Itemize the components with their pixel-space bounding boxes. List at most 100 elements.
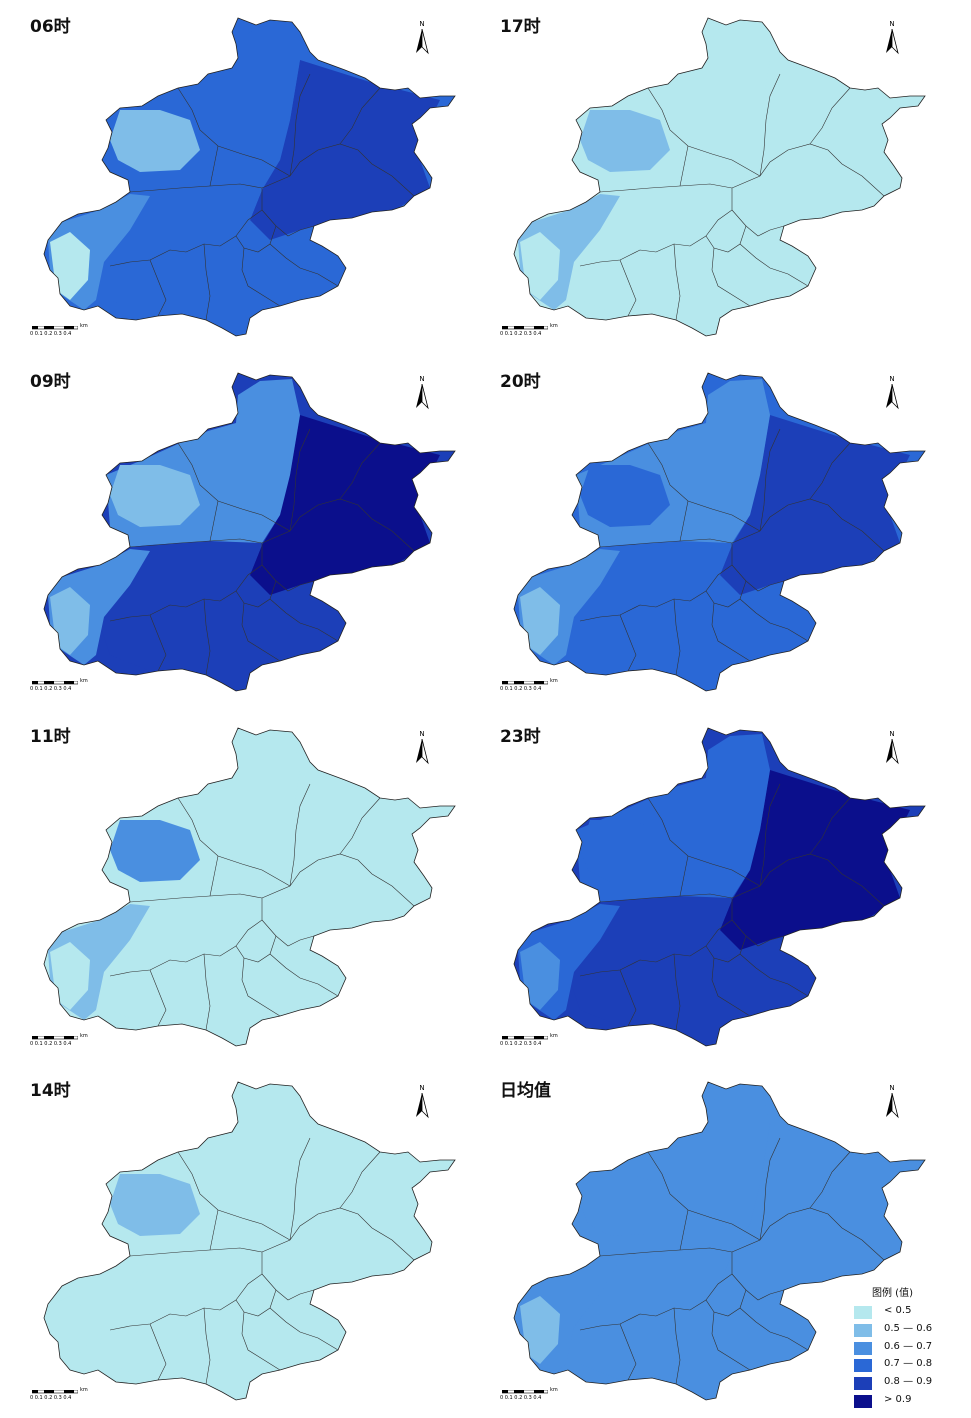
scale-bar-graphic: [32, 1036, 78, 1040]
north-label: N: [419, 375, 425, 383]
district-boundary: [149, 259, 167, 317]
north-arrow-icon: [886, 384, 899, 410]
value-zone: [720, 60, 910, 240]
scale-unit: km: [550, 1033, 558, 1039]
legend-item: < 0.5: [848, 1305, 958, 1321]
north-label: N: [889, 1084, 895, 1092]
district-boundary: [209, 145, 219, 187]
district-boundary: [289, 73, 311, 177]
scale-unit: km: [80, 323, 88, 329]
city-boundary: [43, 1081, 456, 1401]
district-boundary: [579, 1299, 707, 1331]
district-boundary: [759, 783, 781, 887]
district-boundary: [269, 598, 339, 642]
legend-swatch: [854, 1341, 872, 1355]
legend-swatch: [854, 1394, 872, 1408]
district-boundary: [679, 145, 689, 187]
district-boundary: [203, 243, 211, 321]
scale-ticks: 0 0.1 0.2 0.3 0.4: [30, 1395, 72, 1401]
district-boundary: [599, 183, 733, 193]
district-boundary: [619, 614, 637, 672]
north-arrow: N: [880, 1084, 904, 1128]
district-boundary: [289, 428, 311, 532]
district-boundary: [241, 602, 281, 662]
value-zone: [100, 184, 338, 334]
scale-bar-graphic: [502, 326, 548, 330]
district-boundary: [203, 953, 211, 1031]
value-zone: [520, 587, 560, 655]
choropleth-map: [43, 727, 456, 1047]
legend-label: > 0.9: [884, 1393, 912, 1405]
district-boundary: [759, 428, 781, 532]
district-boundary: [129, 1247, 263, 1257]
panel-title: 11时: [30, 727, 71, 747]
scale-bar-graphic: [502, 1390, 548, 1394]
scale-ticks: 0 0.1 0.2 0.3 0.4: [30, 331, 72, 337]
district-boundary: [109, 235, 237, 267]
district-boundary: [599, 1247, 733, 1257]
value-zone: [570, 539, 808, 689]
district-boundary: [759, 73, 781, 177]
district-boundary: [739, 1307, 809, 1351]
value-zone: [250, 60, 440, 240]
scale-ticks: 0 0.1 0.2 0.3 0.4: [500, 1395, 542, 1401]
district-boundary: [579, 235, 707, 267]
legend-label: 0.5 — 0.6: [884, 1322, 933, 1334]
district-boundary: [809, 797, 851, 855]
district-boundary: [673, 953, 681, 1031]
choropleth-map: [43, 1081, 456, 1401]
scale-bar: km 0 0.1 0.2 0.3 0.4: [30, 323, 92, 344]
value-zone: [570, 184, 808, 334]
north-label: N: [889, 730, 895, 738]
scale-ticks: 0 0.1 0.2 0.3 0.4: [30, 1041, 72, 1047]
district-boundary: [241, 247, 281, 307]
district-boundary: [203, 598, 211, 676]
north-arrow-icon: [886, 1093, 899, 1119]
district-boundary: [711, 1311, 751, 1371]
north-label: N: [419, 20, 425, 28]
north-arrow: N: [410, 730, 434, 774]
value-zone: [110, 465, 200, 527]
district-boundary: [673, 1307, 681, 1385]
value-zone: [520, 1296, 560, 1364]
district-boundary: [739, 598, 809, 642]
legend-swatch: [854, 1323, 872, 1337]
scale-unit: km: [550, 323, 558, 329]
value-zone: [100, 1248, 338, 1398]
scale-bar: km 0 0.1 0.2 0.3 0.4: [30, 678, 92, 699]
value-zone: [580, 1174, 670, 1236]
district-boundary: [673, 243, 681, 321]
district-boundary: [619, 259, 637, 317]
district-boundary: [289, 783, 311, 887]
legend-item: 0.5 — 0.6: [848, 1323, 958, 1339]
district-boundary: [109, 945, 237, 977]
north-label: N: [889, 20, 895, 28]
north-label: N: [419, 1084, 425, 1092]
district-boundary: [579, 590, 707, 622]
scale-ticks: 0 0.1 0.2 0.3 0.4: [500, 1041, 542, 1047]
north-arrow-icon: [886, 739, 899, 765]
north-label: N: [889, 375, 895, 383]
scale-bar: km 0 0.1 0.2 0.3 0.4: [500, 678, 562, 699]
legend-title: 图例 (值): [872, 1288, 913, 1299]
panel-title: 14时: [30, 1081, 71, 1101]
district-boundary: [149, 1323, 167, 1381]
value-zone: [580, 820, 670, 882]
value-zone: [50, 587, 90, 655]
north-arrow: N: [880, 20, 904, 64]
scale-bar-graphic: [502, 681, 548, 685]
city-boundary: [513, 372, 926, 692]
district-boundary: [129, 538, 263, 548]
district-boundary: [711, 602, 751, 662]
panel-title: 06时: [30, 17, 71, 37]
district-boundary: [275, 580, 315, 592]
district-boundary: [599, 893, 733, 903]
district-boundary: [679, 1209, 689, 1251]
value-zone: [110, 1174, 200, 1236]
district-boundary: [149, 969, 167, 1027]
